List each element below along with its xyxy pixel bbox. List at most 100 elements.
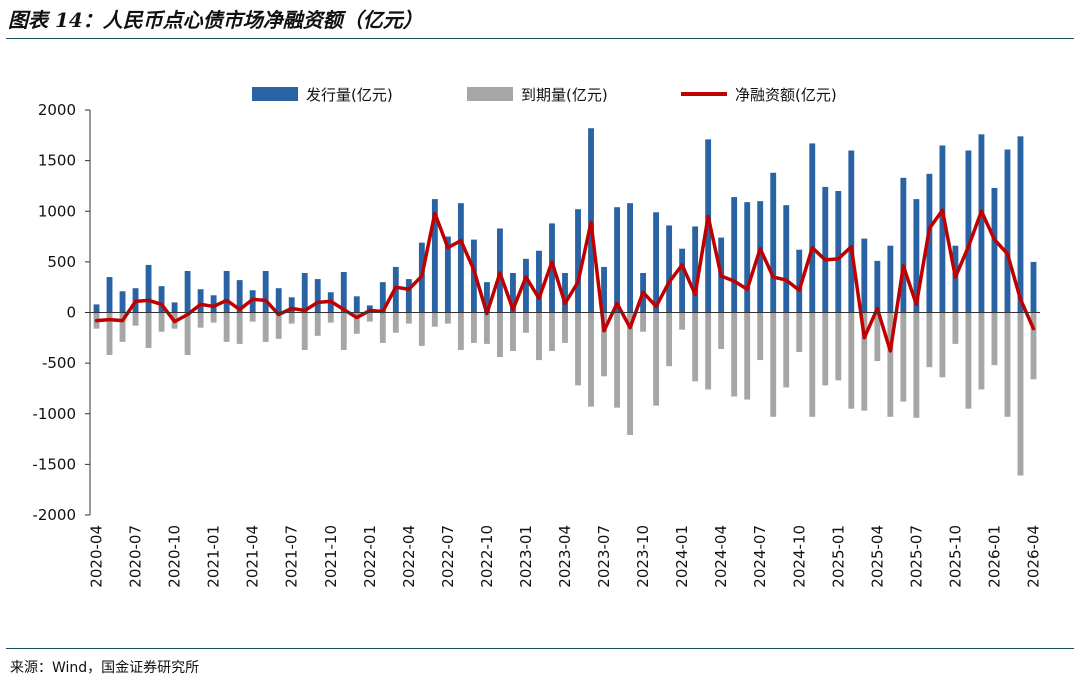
maturity-bar (978, 312, 985, 390)
maturity-bar (1030, 312, 1037, 380)
issuance-bar (835, 191, 842, 313)
issuance-bar (262, 270, 269, 313)
x-tick-label: 2022-10 (478, 525, 496, 588)
title-rule (6, 38, 1074, 39)
legend-label-net: 净融资额(亿元) (735, 86, 837, 104)
issuance-bar (457, 203, 464, 313)
maturity-bar (939, 312, 946, 378)
x-tick-label: 2025-04 (868, 525, 886, 588)
maturity-bar (575, 312, 581, 386)
x-tick-label: 2023-01 (517, 525, 535, 588)
issuance-bar (770, 172, 777, 313)
issuance-bar (197, 289, 204, 313)
issuance-bar (666, 225, 673, 313)
maturity-bar (1017, 312, 1024, 476)
maturity-bar (510, 312, 516, 351)
x-tick-label: 2024-04 (712, 525, 730, 588)
issuance-bar (171, 302, 178, 313)
issuance-bar (952, 245, 959, 313)
maturity-bar (483, 312, 490, 344)
maturity-bar (301, 312, 308, 350)
x-tick-label: 2021-07 (283, 525, 301, 588)
maturity-bar (392, 312, 399, 333)
maturity-bar (158, 312, 165, 332)
maturity-bar (757, 312, 764, 361)
maturity-bar (497, 312, 503, 358)
maturity-bar (262, 312, 269, 342)
maturity-bar (900, 312, 907, 402)
issuance-bar (887, 245, 894, 313)
y-tick-label: 500 (47, 253, 76, 271)
maturity-bar (562, 312, 568, 343)
issuance-bar (405, 279, 412, 313)
maturity-bar (991, 312, 998, 366)
issuance-bar (757, 201, 764, 313)
x-tick-label: 2025-10 (946, 525, 964, 588)
x-tick-label: 2021-01 (205, 525, 223, 588)
issuance-bar (796, 249, 803, 313)
issuance-bar (627, 203, 633, 313)
maturity-bar (523, 312, 529, 333)
source-note: 来源：Wind，国金证券研究所 (10, 660, 200, 676)
x-tick-label: 2023-04 (556, 525, 574, 588)
maturity-bar (679, 312, 686, 330)
issuance-bar (744, 202, 751, 313)
issuance-bar (223, 270, 230, 313)
legend-label-maturity: 到期量(亿元) (521, 86, 608, 104)
maturity-bar (340, 312, 347, 350)
issuance-bar (314, 279, 321, 313)
footer-rule (6, 648, 1074, 649)
y-tick-label: 2000 (38, 101, 76, 119)
y-tick-label: -1500 (32, 455, 76, 473)
maturity-bar (444, 312, 451, 324)
maturity-bar (640, 312, 647, 332)
maturity-bar (223, 312, 230, 342)
maturity-bar (366, 312, 373, 322)
maturity-bar (653, 312, 660, 406)
maturity-bar (470, 312, 477, 343)
issuance-bar (653, 212, 660, 313)
maturity-bar (952, 312, 959, 344)
issuance-bar (913, 199, 920, 313)
maturity-bar (692, 312, 699, 382)
issuance-bar (783, 205, 790, 313)
maturity-bar (705, 312, 712, 390)
net-line-layer (94, 208, 1036, 353)
maturity-bar (184, 312, 191, 356)
x-tick-label: 2020-07 (127, 525, 145, 588)
maturity-bar (965, 312, 972, 409)
issuance-bar (549, 223, 555, 313)
x-tick-label: 2023-10 (634, 525, 652, 588)
issuance-bar (236, 280, 243, 313)
issuance-bar (431, 199, 438, 313)
x-tick-label: 2022-04 (400, 525, 418, 588)
issuance-bar (93, 304, 100, 313)
maturity-bar (1004, 312, 1011, 417)
y-tick-label: -2000 (32, 506, 76, 524)
issuance-bar (106, 277, 113, 313)
issuance-bar (588, 128, 594, 313)
maturity-bar (835, 312, 842, 381)
maturity-bar (431, 312, 438, 327)
maturity-bar (718, 312, 725, 349)
maturity-bar (744, 312, 751, 400)
issuance-bar (575, 209, 581, 313)
x-tick-label: 2026-01 (985, 525, 1003, 588)
issuance-bar (1004, 149, 1011, 313)
maturity-bar (809, 312, 816, 417)
maturity-bar (848, 312, 855, 409)
maturity-bar (731, 312, 738, 397)
issuance-bar (288, 297, 295, 313)
y-tick-label: -1000 (32, 405, 76, 423)
maturity-bar (119, 312, 126, 342)
issuance-bar (900, 177, 907, 313)
maturity-bar (549, 312, 555, 351)
issuance-bar (158, 286, 165, 313)
maturity-bar (145, 312, 152, 348)
issuance-bar (965, 150, 972, 313)
issuance-bar (848, 150, 855, 313)
maturity-bar (197, 312, 204, 328)
issuance-bar (939, 145, 946, 313)
issuance-bar (809, 143, 816, 313)
net-financing-chart: 发行量(亿元) 到期量(亿元) 净融资额(亿元) 2000 1500 1000 500… (32, 86, 1042, 588)
